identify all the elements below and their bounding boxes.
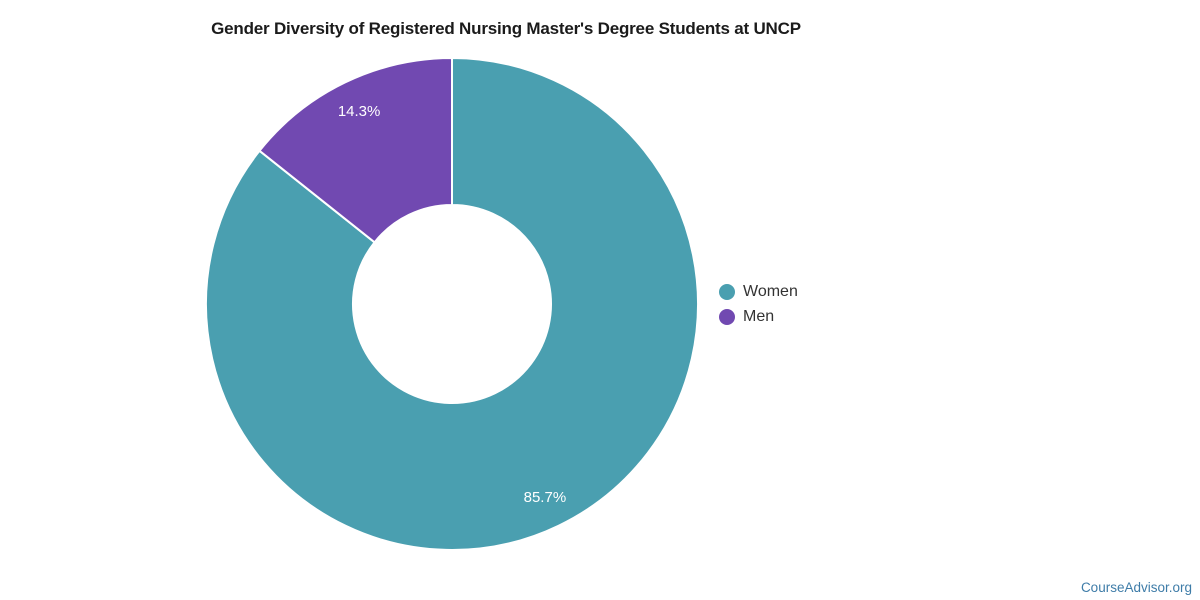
legend-item-men[interactable]: Men [719,304,798,329]
legend-label-men: Men [743,307,775,325]
pie-slice-men[interactable] [258,57,453,244]
legend-swatch-women-icon [719,283,735,300]
legend-swatch-men-icon [719,308,735,325]
pie-slice-women[interactable] [205,57,699,551]
chart-title: Gender Diversity of Registered Nursing M… [211,19,801,38]
legend-item-women[interactable]: Women [719,279,798,304]
legend: Women Men [719,279,798,329]
courseadvisor-link[interactable]: CourseAdvisor.org [1080,580,1192,595]
legend-label-women: Women [743,282,798,300]
